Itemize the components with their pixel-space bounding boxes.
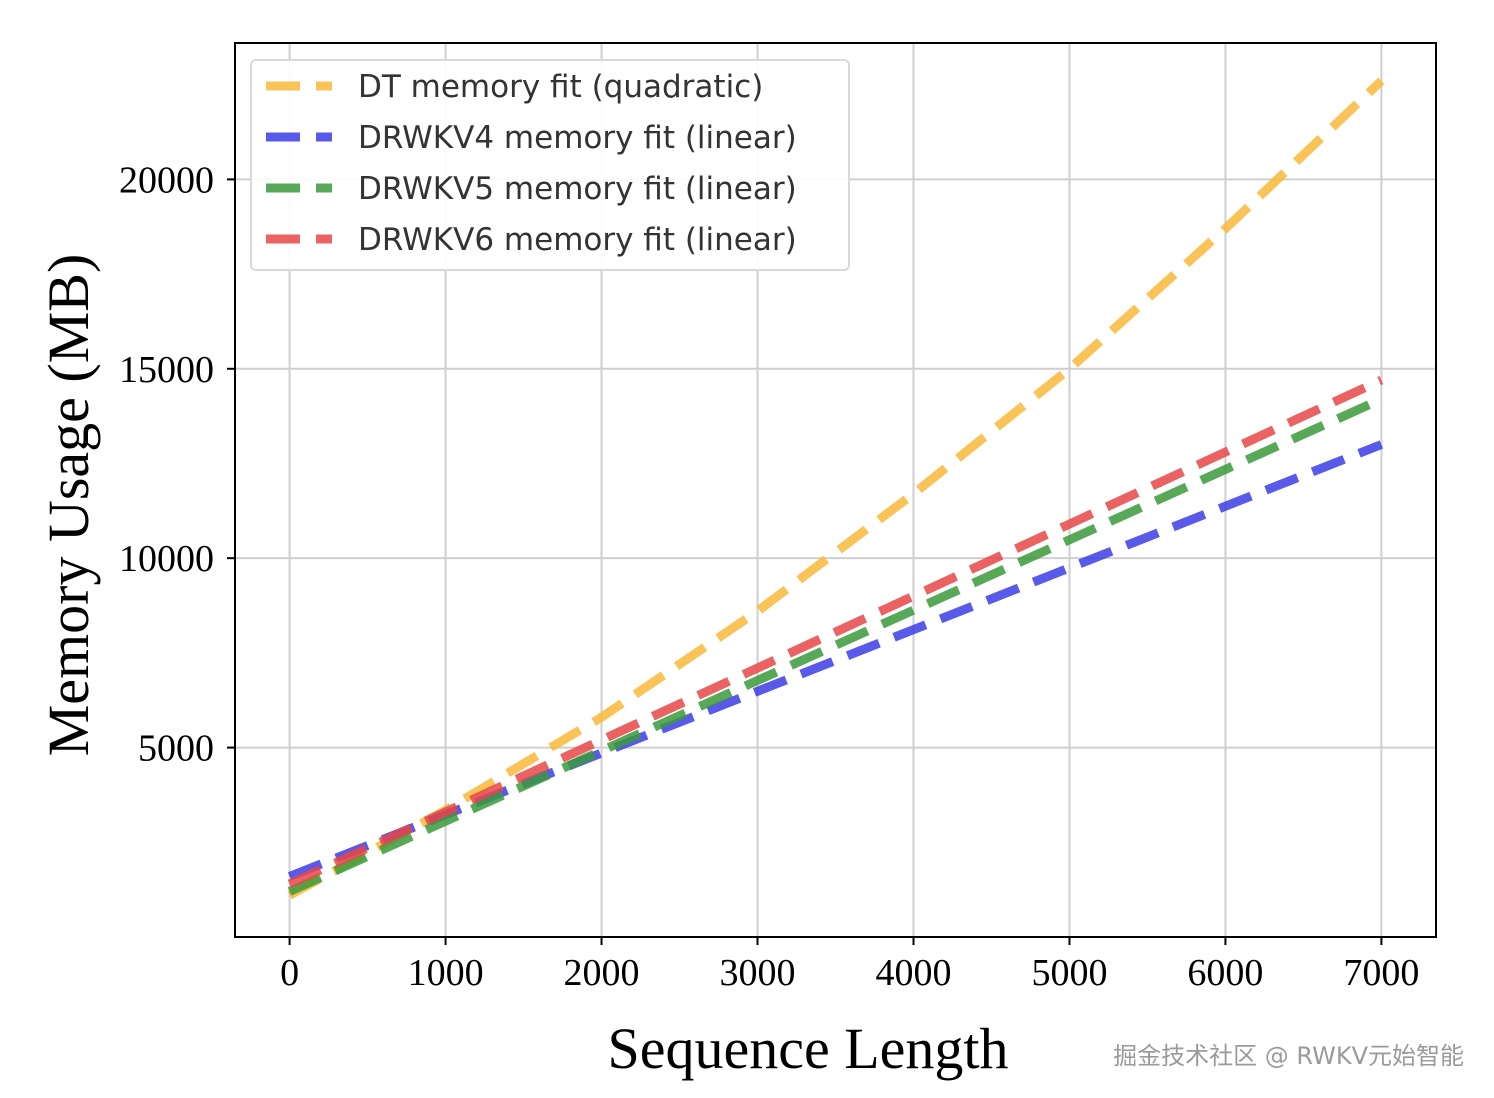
y-axis-ticks: 5000 10000 15000 20000 bbox=[119, 159, 235, 770]
legend-entry: DRWKV6 memory fit (linear) bbox=[358, 222, 797, 258]
plot-frame bbox=[234, 42, 1437, 938]
series-line-dt bbox=[287, 77, 1385, 900]
legend-entry: DRWKV5 memory fit (linear) bbox=[358, 171, 797, 207]
series-line-drwkv6 bbox=[287, 376, 1384, 889]
legend-entry: DT memory fit (quadratic) bbox=[358, 69, 763, 105]
y-tick-label: 15000 bbox=[119, 349, 214, 391]
x-tick-label: 6000 bbox=[1187, 952, 1263, 994]
watermark: 掘金技术社区 @ RWKV元始智能 bbox=[1113, 1042, 1464, 1070]
x-tick-label: 0 bbox=[280, 952, 299, 994]
y-tick-label: 5000 bbox=[138, 728, 214, 770]
x-tick-label: 1000 bbox=[408, 952, 484, 994]
legend: DT memory fit (quadratic) DRWKV4 memory f… bbox=[250, 59, 850, 271]
series-line-drwkv4 bbox=[287, 440, 1384, 881]
legend-entry: DRWKV4 memory fit (linear) bbox=[358, 120, 797, 156]
x-axis-ticks: 0 1000 2000 3000 4000 5000 6000 7000 bbox=[280, 937, 1419, 994]
series-line-drwkv5 bbox=[287, 394, 1384, 896]
x-tick-label: 3000 bbox=[720, 952, 796, 994]
x-tick-label: 7000 bbox=[1343, 952, 1419, 994]
legend-box bbox=[250, 59, 850, 271]
x-tick-label: 2000 bbox=[564, 952, 640, 994]
y-tick-label: 10000 bbox=[119, 538, 214, 580]
series-lines bbox=[287, 77, 1385, 900]
y-axis-label: Memory Usage (MB) bbox=[36, 254, 101, 757]
x-tick-label: 5000 bbox=[1031, 952, 1107, 994]
x-tick-label: 4000 bbox=[875, 952, 951, 994]
y-tick-label: 20000 bbox=[119, 159, 214, 201]
x-axis-label: Sequence Length bbox=[607, 1016, 1008, 1081]
